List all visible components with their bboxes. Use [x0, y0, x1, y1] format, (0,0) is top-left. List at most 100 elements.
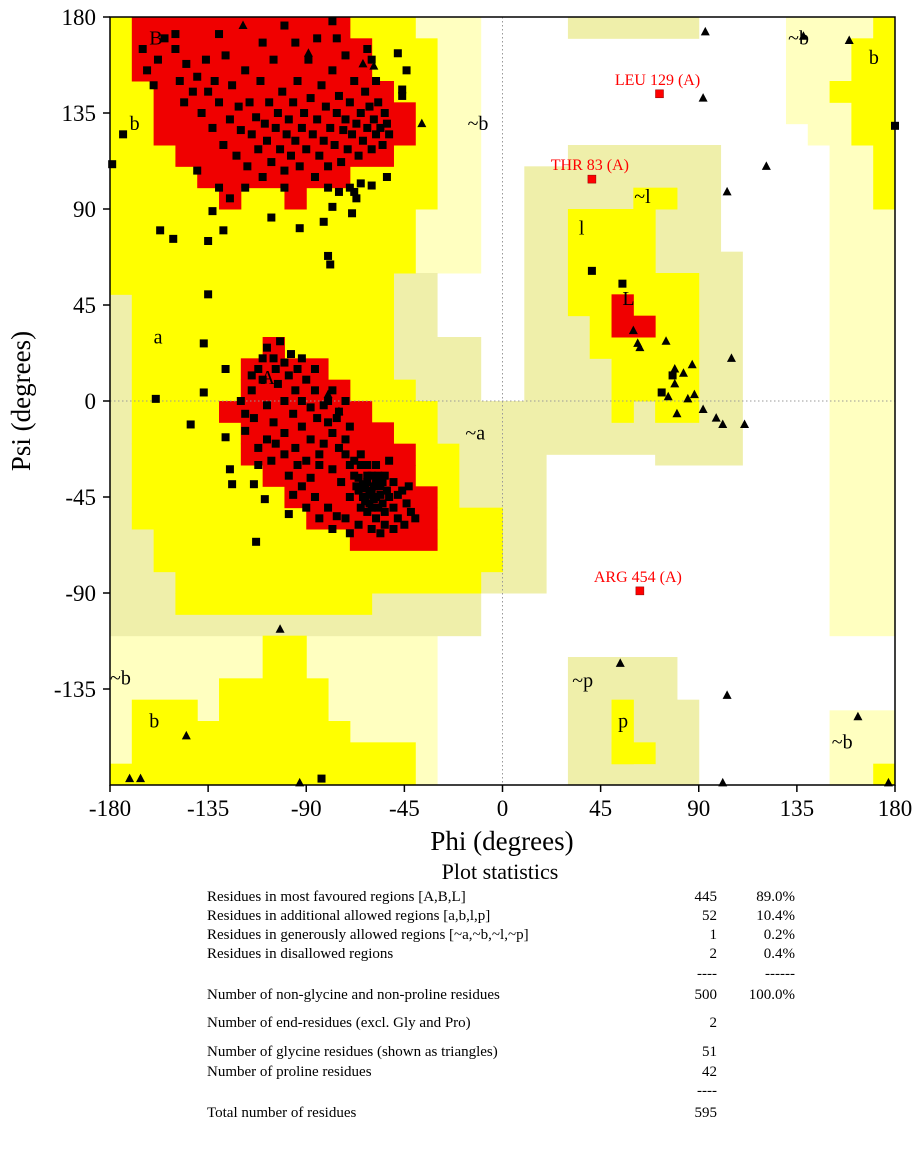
- glycine-point: [369, 61, 379, 70]
- stats-percent: ------: [765, 966, 795, 982]
- residue-point: [282, 130, 291, 139]
- stats-value: 1: [709, 927, 718, 943]
- residue-point: [332, 414, 341, 423]
- stats-value: 2: [709, 1015, 718, 1031]
- residue-point: [221, 51, 230, 60]
- residue-point: [280, 429, 289, 437]
- residue-point: [326, 123, 335, 132]
- residue-point: [280, 397, 289, 405]
- x-tick-label: 45: [589, 796, 612, 821]
- residue-point: [199, 388, 208, 397]
- residue-point: [284, 371, 293, 380]
- glycine-point: [238, 20, 248, 30]
- residue-point: [372, 461, 381, 469]
- residue-point: [271, 123, 280, 132]
- glycine-point: [628, 325, 638, 335]
- residue-point: [317, 774, 326, 783]
- residue-point: [389, 503, 398, 512]
- residue-point: [376, 529, 385, 538]
- region-additional-allowed: [829, 81, 852, 103]
- residue-point: [378, 499, 387, 508]
- stats-value: 51: [702, 1044, 717, 1060]
- stats-label: Number of end-residues (excl. Gly and Pr…: [207, 1015, 471, 1031]
- residue-point: [404, 482, 413, 491]
- residue-point: [352, 482, 361, 491]
- residue-point: [372, 77, 381, 85]
- residue-point: [308, 130, 317, 139]
- residue-point: [380, 471, 389, 480]
- stats-percent: 100.0%: [748, 987, 795, 1003]
- region-additional-allowed: [633, 187, 678, 210]
- glycine-point: [844, 35, 854, 44]
- glycine-point: [718, 419, 728, 428]
- residue-point: [306, 403, 315, 412]
- residue-point: [286, 350, 295, 359]
- stats-value: 500: [694, 987, 718, 1003]
- glycine-point: [798, 31, 808, 40]
- region-label: ~b: [468, 113, 489, 135]
- residue-point: [284, 471, 293, 480]
- residue-point: [345, 529, 354, 538]
- residue-point: [356, 450, 365, 459]
- residue-point: [350, 456, 359, 465]
- residue-point: [382, 119, 391, 128]
- x-tick-label: -180: [89, 796, 131, 821]
- region-label: b: [149, 710, 159, 732]
- regions-layer: [110, 17, 896, 786]
- residue-point: [365, 102, 374, 111]
- residue-point: [249, 480, 258, 489]
- residue-point: [350, 187, 359, 196]
- residue-point: [352, 194, 361, 203]
- glycine-point: [181, 730, 191, 740]
- residue-point: [372, 514, 381, 523]
- residue-point: [374, 471, 383, 480]
- residue-point: [367, 503, 376, 512]
- residue-point: [119, 130, 128, 139]
- region-additional-allowed: [611, 742, 656, 765]
- region-additional-allowed: [131, 699, 198, 786]
- region-label: B: [149, 28, 162, 50]
- glycine-point: [687, 359, 697, 369]
- residue-point: [256, 77, 265, 85]
- region-generous-khaki: [567, 145, 678, 167]
- region-most-favoured: [349, 529, 438, 551]
- region-label: ~b: [110, 668, 131, 690]
- residue-point: [197, 109, 206, 117]
- region-additional-allowed: [873, 763, 896, 786]
- x-tick-label: -135: [187, 796, 229, 821]
- x-tick-label: 0: [497, 796, 509, 821]
- glycine-point: [323, 389, 333, 399]
- residue-point: [241, 66, 250, 75]
- residue-point: [369, 115, 378, 124]
- residue-point: [297, 482, 306, 491]
- glycine-point: [670, 378, 680, 388]
- residue-point: [302, 456, 311, 465]
- residue-point: [263, 136, 271, 145]
- residue-point: [171, 45, 180, 53]
- region-additional-allowed: [611, 358, 700, 402]
- region-additional-allowed: [328, 721, 351, 786]
- stats-percent: 0.2%: [763, 927, 795, 943]
- residue-point: [363, 507, 372, 516]
- region-additional-allowed: [197, 721, 220, 786]
- glycine-point: [740, 419, 750, 428]
- residue-point: [204, 290, 213, 299]
- residue-point: [328, 429, 337, 437]
- residue-point: [406, 507, 415, 516]
- residue-point: [271, 439, 280, 448]
- residue-point: [358, 493, 367, 501]
- residue-point: [356, 503, 365, 512]
- residue-point: [337, 158, 346, 167]
- residue-point: [365, 499, 374, 508]
- region-most-favoured: [240, 358, 329, 381]
- outlier-label: THR 83 (A): [551, 157, 629, 174]
- stats-percent: 0.4%: [763, 946, 795, 962]
- y-tick-label: 135: [62, 101, 97, 126]
- residue-point: [367, 525, 376, 533]
- region-additional-allowed: [175, 571, 482, 594]
- residue-point: [267, 213, 276, 222]
- residue-point: [354, 473, 363, 482]
- residue-point: [341, 514, 350, 523]
- residue-point: [315, 151, 324, 160]
- residue-point: [345, 422, 354, 431]
